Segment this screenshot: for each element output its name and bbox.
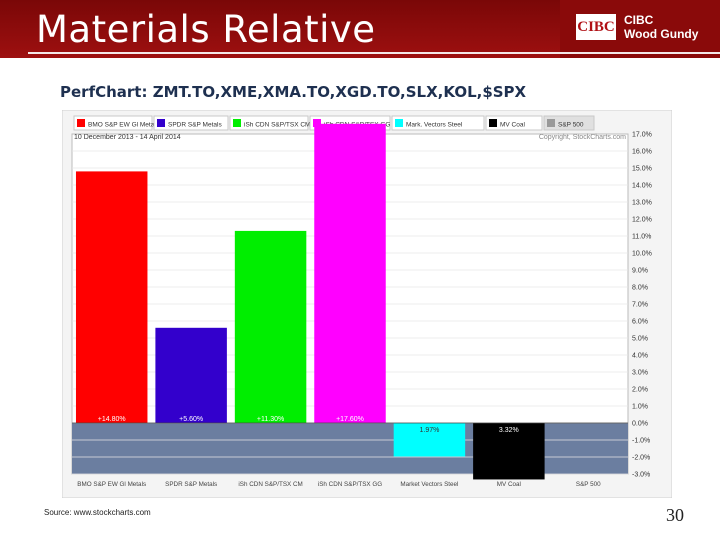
date-range: 10 December 2013 - 14 April 2014 xyxy=(74,134,181,141)
bar xyxy=(393,423,466,457)
chart-copyright: Copyright, StockCharts.com xyxy=(539,134,626,141)
y-tick-label: 15.0% xyxy=(632,166,652,173)
legend-swatch xyxy=(313,119,321,127)
brand-name: CIBC Wood Gundy xyxy=(624,13,698,41)
legend-label: iSh CDN S&P/TSX CM xyxy=(244,122,310,129)
x-tick-label: S&P 500 xyxy=(576,481,601,488)
legend-item xyxy=(543,115,595,131)
y-tick-label: 1.0% xyxy=(632,404,648,411)
y-tick-label: -3.0% xyxy=(632,472,650,479)
x-tick-label: Market Vectors Steel xyxy=(400,481,458,488)
x-tick-label: iSh CDN S&P/TSX GG xyxy=(318,481,382,488)
bar-value-label: +11.30% xyxy=(257,416,284,423)
legend-item xyxy=(391,115,485,131)
bar xyxy=(155,327,227,423)
legend-swatch xyxy=(489,119,497,127)
bar-value-label: +17.60% xyxy=(336,416,364,423)
y-tick-label: -2.0% xyxy=(632,455,650,462)
legend-swatch xyxy=(233,119,241,127)
y-tick-label: 2.0% xyxy=(632,387,648,394)
bar-value-label: +14.80% xyxy=(98,416,126,423)
legend-label: SPDR S&P Metals xyxy=(168,122,222,129)
x-tick-label: iSh CDN S&P/TSX CM xyxy=(238,481,302,488)
bar xyxy=(473,423,545,480)
page-number: 30 xyxy=(666,505,684,525)
y-tick-label: 12.0% xyxy=(632,217,652,224)
bar-value-label: 1.97% xyxy=(419,427,439,434)
legend-item xyxy=(229,115,309,131)
y-tick-label: 7.0% xyxy=(632,302,648,309)
y-tick-label: 16.0% xyxy=(632,149,652,156)
y-tick-label: -1.0% xyxy=(632,438,650,445)
x-tick-label: MV Coal xyxy=(497,481,521,488)
legend-swatch xyxy=(157,119,165,127)
y-tick-label: 17.0% xyxy=(632,132,652,139)
y-tick-label: 14.0% xyxy=(632,183,652,190)
y-tick-label: 11.0% xyxy=(632,234,651,241)
y-tick-label: 3.0% xyxy=(632,370,648,377)
chart-heading: PerfChart: ZMT.TO,XME,XMA.TO,XGD.TO,SLX,… xyxy=(60,83,527,101)
brand-line-2: Wood Gundy xyxy=(624,27,699,41)
cibc-logo: CIBC xyxy=(576,14,616,40)
y-tick-label: 4.0% xyxy=(632,353,648,360)
bar-value-label: 0.00% xyxy=(578,416,598,423)
y-tick-label: 10.0% xyxy=(632,251,652,258)
legend-item xyxy=(73,115,153,131)
legend-swatch xyxy=(547,119,555,127)
legend-label: BMO S&P EW Gl Metals xyxy=(88,122,160,129)
legend-item xyxy=(153,115,229,131)
legend-swatch xyxy=(395,119,403,127)
y-tick-label: 8.0% xyxy=(632,285,648,292)
source-note: Source: www.stockcharts.com xyxy=(44,508,151,517)
title-banner: Materials Relative CIBC CIBC Wood Gundy xyxy=(0,0,720,58)
legend-label: Mark. Vectors Steel xyxy=(406,122,463,129)
slide-title: Materials Relative xyxy=(36,8,376,51)
bar-value-label: 3.32% xyxy=(499,427,519,434)
title-underline xyxy=(28,52,720,54)
legend-label: MV Coal xyxy=(500,122,525,129)
legend-label: S&P 500 xyxy=(558,122,584,129)
bar xyxy=(75,171,148,423)
y-tick-label: 5.0% xyxy=(632,336,648,343)
legend-item xyxy=(485,115,543,131)
x-tick-label: BMO S&P EW Gl Metals xyxy=(77,481,146,488)
legend-swatch xyxy=(77,119,85,127)
title-banner-fill xyxy=(0,0,560,58)
bar xyxy=(234,230,307,423)
bar xyxy=(314,123,386,424)
x-tick-label: SPDR S&P Metals xyxy=(165,481,217,488)
perf-chart: BMO S&P EW Gl Metals SPDR S&P Metals iSh C… xyxy=(62,110,672,498)
y-tick-label: 6.0% xyxy=(632,319,648,326)
bar-value-label: +5.60% xyxy=(179,416,203,423)
y-tick-label: 9.0% xyxy=(632,268,648,275)
y-tick-label: 0.0% xyxy=(632,421,648,428)
brand-line-1: CIBC xyxy=(624,13,654,27)
y-tick-label: 13.0% xyxy=(632,200,652,207)
